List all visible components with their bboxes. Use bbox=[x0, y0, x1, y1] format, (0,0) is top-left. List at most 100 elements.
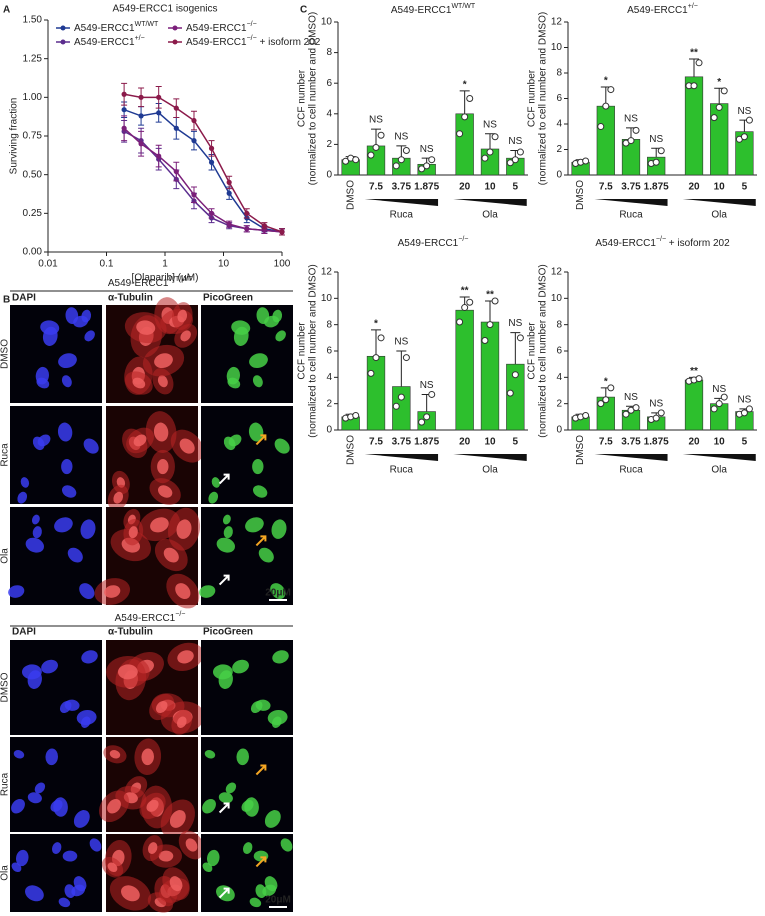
y-tick-label: 1.00 bbox=[23, 92, 43, 103]
series-line bbox=[123, 109, 283, 233]
x-tick-label: 5 bbox=[513, 437, 519, 448]
x-tick-label: 1.875 bbox=[644, 437, 669, 448]
nucleus bbox=[107, 799, 121, 814]
scale-bar-label: 20μM bbox=[265, 895, 291, 906]
data-point bbox=[397, 393, 405, 401]
significance: * bbox=[604, 76, 608, 87]
y-tick-label: 0 bbox=[326, 170, 332, 181]
micrograph bbox=[101, 830, 205, 913]
row-label: Ruca bbox=[0, 772, 11, 796]
nucleus bbox=[59, 700, 72, 714]
nucleus bbox=[199, 585, 216, 598]
micrograph bbox=[201, 406, 293, 504]
y-tick-label: 8 bbox=[326, 47, 332, 58]
nucleus bbox=[25, 537, 45, 553]
significance: ** bbox=[690, 366, 698, 377]
legend-label-part: A549-ERCC1 bbox=[186, 37, 247, 48]
x-tick-label: 1.875 bbox=[644, 182, 669, 193]
nucleus bbox=[11, 862, 22, 873]
point bbox=[121, 91, 127, 97]
y-tick-label: 4 bbox=[326, 372, 332, 383]
nucleus bbox=[67, 547, 83, 563]
error-bar bbox=[689, 58, 699, 77]
nucleus bbox=[157, 375, 168, 388]
y-tick-label: 2 bbox=[326, 139, 332, 150]
chart-title-part: −/− bbox=[458, 236, 468, 243]
significance: NS bbox=[420, 380, 434, 391]
y-tick-label: 10 bbox=[551, 293, 563, 304]
nucleus bbox=[89, 838, 102, 852]
micrograph bbox=[201, 640, 293, 735]
nucleus bbox=[274, 438, 290, 454]
x-tick-label: 3.75 bbox=[621, 182, 641, 193]
nucleus bbox=[275, 330, 286, 342]
y-axis-label: CCF number bbox=[297, 69, 308, 127]
data-point bbox=[466, 95, 474, 102]
nucleus bbox=[20, 477, 30, 488]
nucleus bbox=[146, 799, 159, 812]
point bbox=[226, 179, 232, 185]
significance: ** bbox=[486, 290, 494, 301]
y-axis-label: (normalized to cell number and DMSO) bbox=[308, 264, 319, 437]
nucleus bbox=[11, 799, 25, 814]
group-label: Ruca bbox=[390, 210, 414, 221]
micrograph bbox=[10, 406, 102, 504]
y-tick-label: 12 bbox=[551, 267, 563, 278]
row-label: DMSO bbox=[0, 672, 11, 702]
nucleus bbox=[271, 716, 282, 728]
column-header: PicoGreen bbox=[203, 627, 253, 638]
data-point bbox=[582, 412, 590, 420]
nucleus bbox=[236, 748, 249, 766]
chart-title: A549-ERCC1−/− bbox=[398, 236, 469, 248]
x-tick-label: 7.5 bbox=[599, 437, 613, 448]
nucleus bbox=[51, 842, 62, 854]
data-point bbox=[486, 148, 494, 156]
nucleus bbox=[104, 585, 121, 598]
nucleus bbox=[136, 320, 156, 335]
x-tick-label: 20 bbox=[459, 182, 471, 193]
panel-title-part: A549-ERCC1 bbox=[108, 278, 169, 289]
row-label: Ola bbox=[0, 865, 11, 881]
y-tick-label: 8 bbox=[326, 319, 332, 330]
nucleus bbox=[176, 519, 192, 539]
chart-title: A549-ERCC1 isogenics bbox=[112, 4, 217, 15]
arrow bbox=[255, 856, 267, 868]
bar bbox=[684, 76, 704, 176]
y-tick-label: 0 bbox=[326, 425, 332, 436]
data-point bbox=[481, 336, 489, 344]
significance: ** bbox=[461, 286, 469, 297]
point bbox=[191, 138, 197, 144]
legend-marker bbox=[172, 39, 178, 45]
x-tick-label: 10 bbox=[484, 437, 496, 448]
significance: NS bbox=[649, 134, 663, 145]
nucleus bbox=[154, 353, 173, 369]
y-tick-label: 2 bbox=[326, 398, 332, 409]
group-label: Ola bbox=[482, 465, 498, 476]
y-tick-label: 4 bbox=[326, 108, 332, 119]
point bbox=[121, 125, 127, 131]
data-point bbox=[423, 162, 431, 170]
nucleus bbox=[179, 438, 195, 454]
micrograph bbox=[106, 640, 205, 735]
micrograph bbox=[106, 406, 204, 511]
data-point bbox=[607, 384, 615, 392]
legend-label-part: +/− bbox=[135, 35, 145, 42]
micrograph bbox=[199, 507, 293, 605]
nucleus bbox=[155, 700, 168, 714]
panel-title: A549-ERCC1WT/WT bbox=[108, 276, 193, 288]
x-tick-label: 20 bbox=[688, 182, 700, 193]
micrograph bbox=[201, 834, 293, 912]
nucleus bbox=[15, 849, 29, 867]
dose-wedge bbox=[682, 454, 756, 461]
error-bar bbox=[485, 133, 495, 149]
data-point bbox=[632, 404, 640, 412]
chart-title-part: WT/WT bbox=[451, 3, 475, 10]
data-point bbox=[657, 409, 665, 417]
nucleus bbox=[271, 519, 287, 539]
nucleus bbox=[169, 810, 186, 828]
data-point bbox=[511, 371, 519, 379]
nucleus bbox=[222, 514, 231, 525]
legend-label-part: A549-ERCC1 bbox=[186, 23, 247, 34]
significance: NS bbox=[737, 395, 751, 406]
y-tick-label: 8 bbox=[556, 319, 562, 330]
